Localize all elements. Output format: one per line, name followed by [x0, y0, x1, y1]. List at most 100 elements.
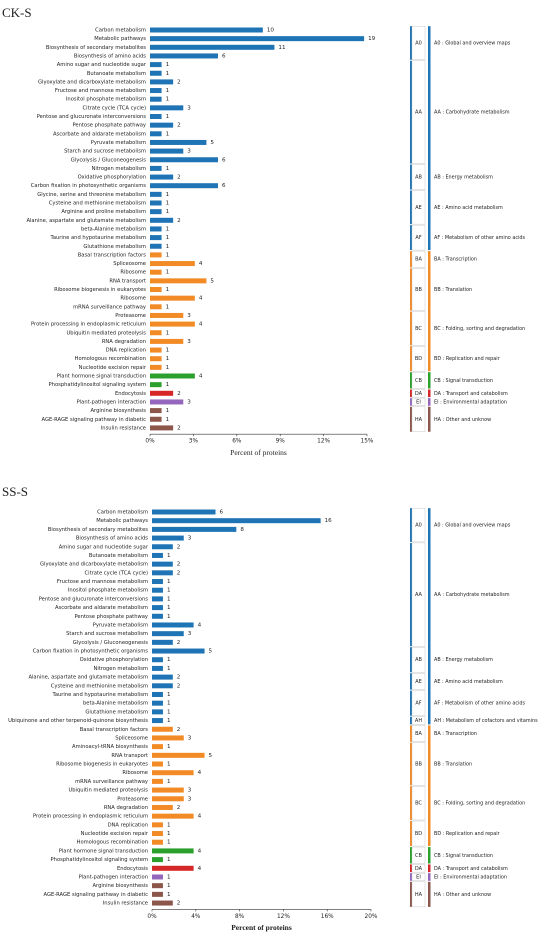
category-label: Ubiquinone and other terpenoid-quinone b… [8, 718, 148, 724]
x-tick-label: 8% [235, 914, 245, 920]
category-label: RNA degradation [104, 805, 148, 811]
bar [152, 796, 184, 802]
bar [152, 596, 163, 602]
category-label: Butanoate metabolism [89, 553, 148, 559]
group-stripe [410, 508, 412, 542]
count-label: 3 [187, 313, 191, 319]
count-label: 3 [188, 631, 192, 637]
category-label: Pentose phosphate pathway [72, 123, 146, 129]
category-label: Pyruvate metabolism [91, 140, 146, 146]
category-label: Nitrogen metabolism [93, 666, 148, 672]
category-label: mRNA surveillance pathway [75, 779, 148, 785]
class-stripe [428, 406, 431, 432]
group-code: HA [415, 892, 423, 898]
category-label: Nitrogen metabolism [91, 166, 146, 172]
group-label: A0 : Global and overview maps [434, 40, 511, 46]
count-label: 5 [210, 140, 214, 146]
bar [152, 657, 163, 663]
count-label: 1 [166, 304, 170, 310]
group-stripe [410, 881, 412, 907]
group-stripe [410, 716, 412, 725]
bar [152, 744, 163, 750]
group-box [411, 371, 426, 389]
bar [150, 390, 174, 396]
category-label: DNA replication [108, 822, 148, 828]
bar [152, 865, 194, 871]
group-label: BC : Folding, sorting and degradation [434, 801, 525, 807]
class-stripe [428, 389, 431, 398]
category-label: Phosphatidylinositol signaling system [49, 382, 146, 388]
count-label: 1 [167, 744, 171, 750]
group-code: A0 [415, 523, 422, 529]
count-label: 1 [167, 596, 171, 602]
group-stripe [410, 398, 412, 406]
count-label: 1 [166, 209, 170, 215]
count-label: 1 [166, 382, 170, 388]
count-label: 1 [167, 762, 171, 768]
bar [150, 157, 218, 163]
group-box [411, 725, 426, 742]
group-label: DA : Transport and catabolism [434, 866, 508, 872]
bar [150, 131, 162, 137]
category-label: Plant-pathogen interaction [79, 874, 148, 880]
group-label: AA : Carbohydrate metabolism [434, 592, 510, 598]
bar [152, 683, 173, 689]
count-label: 1 [167, 840, 171, 846]
group-code: BB [415, 762, 422, 768]
count-label: 1 [167, 857, 171, 863]
group-code: AB [415, 175, 422, 181]
count-label: 1 [167, 588, 171, 594]
category-label: Metabolic pathways [94, 36, 146, 42]
count-label: 4 [199, 261, 203, 267]
x-axis-label: Percent of proteins [230, 448, 287, 457]
count-label: 3 [188, 788, 192, 794]
bar [152, 605, 163, 611]
bar [150, 183, 218, 189]
group-code: EI [416, 399, 421, 405]
group-stripe [410, 389, 412, 398]
count-label: 6 [220, 510, 224, 516]
bar [152, 752, 205, 758]
category-label: Arginine biosynthesis [90, 408, 146, 414]
x-tick-label: 0% [145, 439, 155, 445]
category-label: Ribosome [120, 296, 146, 302]
category-label: Fructose and mannose metabolism [57, 579, 148, 585]
x-tick-label: 16% [321, 914, 334, 920]
group-code: DA [415, 391, 423, 397]
category-label: Glutathione metabolism [85, 709, 148, 715]
count-label: 1 [167, 657, 171, 663]
count-label: 1 [166, 97, 170, 103]
category-label: Ubiquitin mediated proteolysis [68, 788, 148, 794]
count-label: 1 [166, 88, 170, 94]
count-label: 2 [177, 675, 181, 681]
category-label: Metabolic pathways [96, 518, 148, 524]
count-label: 5 [210, 278, 214, 284]
count-label: 2 [177, 79, 181, 85]
group-code: A0 [415, 40, 422, 46]
count-label: 1 [167, 892, 171, 898]
bar [150, 105, 184, 111]
group-code: BA [415, 257, 422, 263]
bar [152, 874, 163, 880]
group-label: BB : Translation [434, 762, 472, 768]
count-label: 10 [267, 28, 275, 34]
count-label: 4 [198, 866, 202, 872]
count-label: 2 [177, 425, 181, 431]
bar [150, 79, 174, 85]
count-label: 1 [167, 701, 171, 707]
count-label: 2 [177, 901, 181, 907]
count-label: 1 [167, 718, 171, 724]
category-label: Taurine and hypotaurine metabolism [52, 692, 148, 698]
bar [150, 416, 162, 422]
group-code: BA [415, 731, 422, 737]
group-code: AH [415, 718, 422, 724]
category-label: Starch and sucrose metabolism [64, 149, 146, 155]
category-label: beta-Alanine metabolism [81, 226, 146, 232]
class-stripe [428, 725, 431, 847]
bar [152, 587, 163, 593]
group-code: AA [415, 110, 423, 116]
category-label: Ascorbate and aldarate metabolism [55, 605, 148, 611]
category-label: Pyruvate metabolism [93, 622, 148, 628]
group-label: DA : Transport and catabolism [434, 391, 508, 397]
bar [150, 235, 162, 241]
